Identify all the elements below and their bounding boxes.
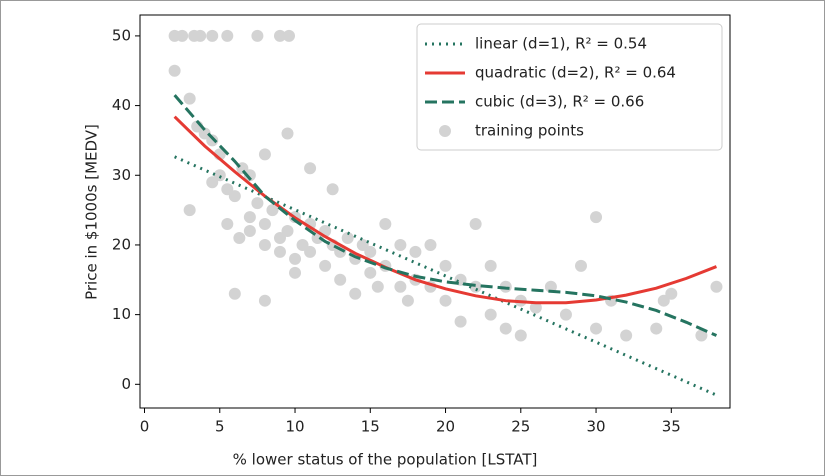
training-point xyxy=(529,301,542,314)
y-tick-label: 0 xyxy=(121,375,131,393)
training-point xyxy=(183,204,196,217)
x-tick-label: 30 xyxy=(586,418,605,436)
training-point xyxy=(326,183,339,196)
training-point xyxy=(439,294,452,307)
training-point xyxy=(484,308,497,321)
training-point xyxy=(319,259,332,272)
training-point xyxy=(281,127,294,140)
training-point xyxy=(228,287,241,300)
training-point xyxy=(289,266,302,279)
training-point xyxy=(221,183,234,196)
training-point xyxy=(394,280,407,293)
training-point xyxy=(258,148,271,161)
training-point xyxy=(356,238,369,251)
training-point xyxy=(183,92,196,105)
y-tick-label: 40 xyxy=(112,96,131,114)
y-tick-label: 30 xyxy=(112,166,131,184)
training-point xyxy=(304,162,317,175)
training-point xyxy=(258,238,271,251)
training-point xyxy=(206,29,219,42)
training-point xyxy=(424,238,437,251)
training-point xyxy=(273,245,286,258)
training-point xyxy=(213,169,226,182)
training-point xyxy=(273,231,286,244)
training-point xyxy=(469,218,482,231)
training-point xyxy=(650,322,663,335)
legend-label: linear (d=1), R² = 0.54 xyxy=(475,35,647,53)
training-point xyxy=(657,294,670,307)
y-axis-label: Price in $1000s [MEDV] xyxy=(83,124,101,300)
training-point xyxy=(574,259,587,272)
legend-box xyxy=(416,23,723,151)
legend-label: quadratic (d=2), R² = 0.64 xyxy=(475,64,676,82)
training-point xyxy=(206,134,219,147)
training-point xyxy=(371,280,384,293)
training-point xyxy=(439,259,452,272)
fit-line xyxy=(173,94,718,337)
fit-line xyxy=(173,115,718,305)
training-point xyxy=(266,204,279,217)
y-tick-label: 20 xyxy=(112,235,131,253)
training-point xyxy=(304,245,317,258)
x-tick-label: 25 xyxy=(511,418,530,436)
training-point xyxy=(590,211,603,224)
training-point xyxy=(710,280,723,293)
training-point xyxy=(364,245,377,258)
x-tick-label: 35 xyxy=(662,418,681,436)
legend-label: training points xyxy=(475,122,584,140)
training-point xyxy=(283,29,296,42)
training-point xyxy=(544,280,557,293)
training-point xyxy=(221,218,234,231)
training-point xyxy=(695,329,708,342)
training-point xyxy=(281,225,294,238)
training-point xyxy=(409,245,422,258)
training-point xyxy=(251,197,264,210)
training-point xyxy=(243,225,256,238)
training-point xyxy=(499,322,512,335)
y-tick-label: 10 xyxy=(112,305,131,323)
training-point xyxy=(454,315,467,328)
training-point xyxy=(251,29,264,42)
training-point xyxy=(559,308,572,321)
training-point xyxy=(194,29,207,42)
training-point xyxy=(379,218,392,231)
training-point xyxy=(273,29,286,42)
training-point xyxy=(620,329,633,342)
training-point xyxy=(233,231,246,244)
training-point xyxy=(469,280,482,293)
training-point xyxy=(243,211,256,224)
x-tick-label: 20 xyxy=(436,418,455,436)
training-point xyxy=(514,329,527,342)
training-point xyxy=(258,294,271,307)
training-point xyxy=(198,127,211,140)
training-point xyxy=(296,238,309,251)
training-point xyxy=(484,259,497,272)
training-point xyxy=(341,231,354,244)
training-point xyxy=(349,287,362,300)
training-point xyxy=(665,287,678,300)
training-point xyxy=(334,273,347,286)
training-point xyxy=(243,169,256,182)
x-tick-label: 5 xyxy=(215,418,225,436)
legend-label: cubic (d=3), R² = 0.66 xyxy=(475,93,644,111)
x-tick-label: 0 xyxy=(140,418,150,436)
training-point xyxy=(590,322,603,335)
x-axis-label: % lower status of the population [LSTAT] xyxy=(233,451,538,469)
training-point xyxy=(401,294,414,307)
training-point xyxy=(258,218,271,231)
training-point xyxy=(289,252,302,265)
y-tick-label: 50 xyxy=(112,26,131,44)
legend-marker xyxy=(439,125,451,137)
training-point xyxy=(206,176,219,189)
training-point xyxy=(394,238,407,251)
training-point xyxy=(364,266,377,279)
plot-area xyxy=(139,14,731,409)
training-point xyxy=(228,190,241,203)
x-tick-label: 15 xyxy=(361,418,380,436)
x-tick-label: 10 xyxy=(285,418,304,436)
training-point xyxy=(168,64,181,77)
training-point xyxy=(221,29,234,42)
training-point xyxy=(176,29,189,42)
